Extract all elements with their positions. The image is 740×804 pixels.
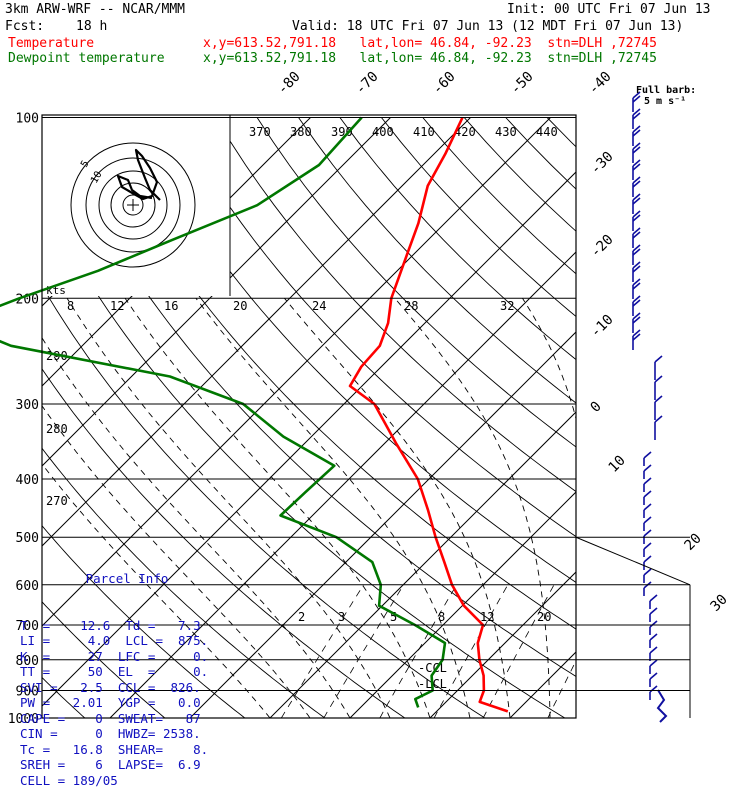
wind-barb — [650, 608, 657, 622]
isotherm — [510, 117, 740, 718]
dry-adiabat — [671, 118, 740, 731]
isotherm-label: -50 — [508, 69, 537, 98]
parcel-info-row: TT = 50 EL = 0. — [20, 664, 244, 680]
isotherm — [590, 117, 740, 718]
parcel-info-row: SREH = 6 LAPSE= 6.9 — [20, 757, 244, 773]
hodograph: 510 — [43, 115, 231, 296]
wind-barb — [644, 452, 651, 466]
parcel-info-row: SVI = 2.5 CCL = 826. — [20, 680, 244, 696]
barb-key-line2: 5 m s⁻¹ — [644, 96, 686, 107]
wind-barb — [650, 621, 657, 635]
hodograph-speed-label: 16 — [164, 299, 178, 313]
theta-label-left: 270 — [46, 494, 68, 508]
isotherm — [430, 117, 740, 718]
pressure-tick-label: 100 — [16, 111, 39, 126]
hodograph-speed-label: 12 — [110, 299, 124, 313]
mixing-ratio-line — [548, 585, 615, 718]
theta-label: 400 — [372, 125, 394, 139]
theta-label: 380 — [290, 125, 312, 139]
isotherm-label: -60 — [430, 69, 459, 98]
wind-barb — [644, 491, 651, 505]
moist-adiabat — [630, 298, 655, 718]
wind-barb — [650, 686, 657, 700]
wind-barb — [655, 416, 662, 440]
theta-label-left: 280 — [46, 422, 68, 436]
wind-barb — [644, 478, 651, 492]
pressure-tick-label: 300 — [16, 398, 39, 413]
parcel-info-row: K = 27 LFC = 0. — [20, 649, 244, 665]
wind-barb-cluster — [658, 690, 666, 722]
isotherm-label: 0 — [588, 399, 605, 416]
wind-barb — [650, 660, 657, 674]
hodograph-speed-label: 28 — [404, 299, 418, 313]
parcel-info-row: T = 12.6 Td = 7.3 — [20, 618, 244, 634]
theta-label: 440 — [536, 125, 558, 139]
dry-adiabat — [423, 118, 740, 731]
parcel-info-row: CAPE = 0 SWEAT= 87 — [20, 711, 244, 727]
wind-barb — [644, 465, 651, 479]
parcel-info-row: Tc = 16.8 SHEAR= 8. — [20, 742, 244, 758]
isotherm — [670, 117, 740, 718]
moist-adiabat — [523, 298, 595, 718]
mixing-ratio-label: 20 — [537, 610, 551, 624]
wind-barb — [644, 543, 651, 557]
pressure-tick-label: 400 — [16, 473, 39, 488]
dry-adiabat — [464, 118, 740, 731]
hodograph-speed-label: 8 — [67, 299, 74, 313]
isotherm-label: -40 — [586, 69, 615, 98]
theta-label: 410 — [413, 125, 435, 139]
mixing-ratio-label: 12 — [480, 610, 494, 624]
parcel-info-row: PW = 2.01 YGP = 0.0 — [20, 695, 244, 711]
theta-label: 430 — [495, 125, 517, 139]
isotherm-label: 30 — [708, 592, 731, 615]
panel-edge — [576, 537, 690, 585]
isotherm — [190, 117, 740, 718]
dry-adiabat — [340, 118, 740, 731]
mixing-ratio-label: 8 — [438, 610, 445, 624]
mixing-ratio-label: 2 — [298, 610, 305, 624]
barb-key-line1: Full barb: — [636, 85, 696, 96]
isotherm-label: -70 — [353, 69, 382, 98]
isotherm-label: -20 — [588, 232, 617, 261]
mixing-ratio-line — [324, 585, 404, 718]
wind-barb — [644, 517, 651, 531]
dry-adiabat — [381, 118, 740, 731]
isotherm-label: -30 — [588, 149, 617, 178]
mixing-ratio-label: 3 — [338, 610, 345, 624]
parcel-info-row: LI = 4.0 LCL = 875. — [20, 633, 244, 649]
isotherm — [350, 117, 740, 718]
wind-barb — [644, 569, 651, 583]
wind-barb — [650, 595, 657, 609]
parcel-info-title: Parcel Info — [10, 571, 244, 587]
wind-barb — [644, 582, 651, 596]
wind-barb — [650, 647, 657, 661]
wind-barbs — [633, 92, 666, 722]
dry-adiabat — [589, 118, 740, 731]
wind-barb — [633, 330, 640, 350]
wind-barb — [644, 504, 651, 518]
hodograph-speed-label: 20 — [233, 299, 247, 313]
hodograph-speed-label: 24 — [312, 299, 326, 313]
isotherm-label: -10 — [588, 312, 617, 341]
isotherm-label: 20 — [682, 531, 705, 554]
dry-adiabat — [630, 118, 740, 731]
isotherm-label: -80 — [275, 69, 304, 98]
dry-adiabat — [506, 118, 740, 731]
wind-barb — [650, 673, 657, 687]
mixing-ratio-line — [281, 585, 363, 718]
theta-label: 370 — [249, 125, 271, 139]
isotherm-label: 10 — [606, 453, 629, 476]
dry-adiabat — [299, 118, 740, 731]
parcel-info-row: CIN = 0 HWBZ= 2538. — [20, 726, 244, 742]
parcel-info-row: CELL = 189/05 — [20, 773, 244, 789]
hodograph-speed-label: 32 — [500, 299, 514, 313]
wind-barb — [650, 634, 657, 648]
